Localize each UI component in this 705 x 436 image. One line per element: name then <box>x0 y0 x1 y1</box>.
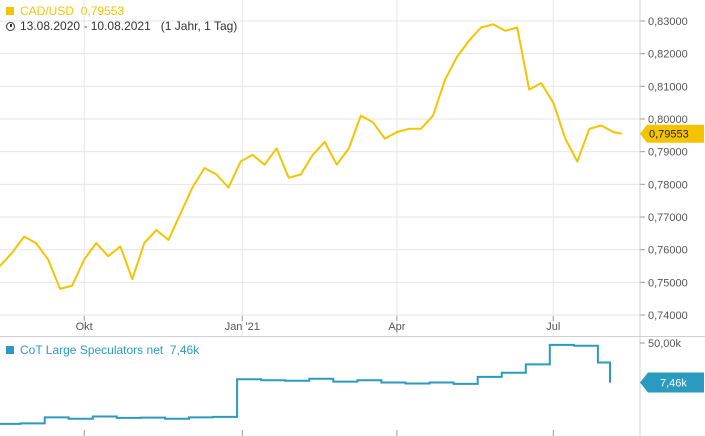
price-series-line <box>0 23 623 290</box>
y-tick-label: 0,83000 <box>648 16 688 28</box>
chart-header-symbol: CAD/USD 0,79553 <box>6 4 124 18</box>
last-price-tag <box>640 124 704 143</box>
cot-series-line <box>0 343 611 425</box>
price-chart[interactable]: 0,74000 0,75000 0,76000 0,77000 0,78000 0,790… <box>0 0 705 340</box>
y-tick-label: 0,79000 <box>648 147 688 159</box>
y-tick-label: 0,81000 <box>648 81 688 93</box>
x-tick-label: Jan '21 <box>225 321 260 333</box>
y-tick-label: 0,74000 <box>648 310 688 322</box>
cot-y-tick-label: 50,00k <box>648 338 682 350</box>
last-price-tag-label: 0,79553 <box>649 129 689 141</box>
x-tick-label: Jul <box>546 321 560 333</box>
x-tick-label: Apr <box>388 321 405 333</box>
indicator-value-label: 7,46k <box>169 343 200 357</box>
y-tick-label: 0,78000 <box>648 179 688 191</box>
x-tick-label: Okt <box>76 321 93 333</box>
y-tick-label: 0,80000 <box>648 114 688 126</box>
clock-icon <box>6 22 15 31</box>
symbol-label: CAD/USD <box>20 4 75 18</box>
series-color-swatch-icon <box>6 7 14 15</box>
interval-label: (1 Jahr, 1 Tag) <box>160 19 238 33</box>
indicator-label: CoT Large Speculators net <box>20 343 164 357</box>
cot-last-value-tag-label: 7,46k <box>660 378 687 390</box>
chart-header-range: 13.08.2020 - 10.08.2021 (1 Jahr, 1 Tag) <box>6 19 237 33</box>
last-value-label: 0,79553 <box>80 4 125 18</box>
indicator-color-swatch-icon <box>6 346 14 354</box>
y-tick-label: 0,75000 <box>648 277 688 289</box>
date-range-label: 13.08.2020 - 10.08.2021 <box>20 19 151 33</box>
y-tick-label: 0,77000 <box>648 212 688 224</box>
y-tick-label: 0,76000 <box>648 245 688 257</box>
indicator-header: CoT Large Speculators net 7,46k <box>6 343 199 357</box>
y-tick-label: 0,82000 <box>648 49 688 61</box>
cot-last-value-tag <box>640 372 704 393</box>
